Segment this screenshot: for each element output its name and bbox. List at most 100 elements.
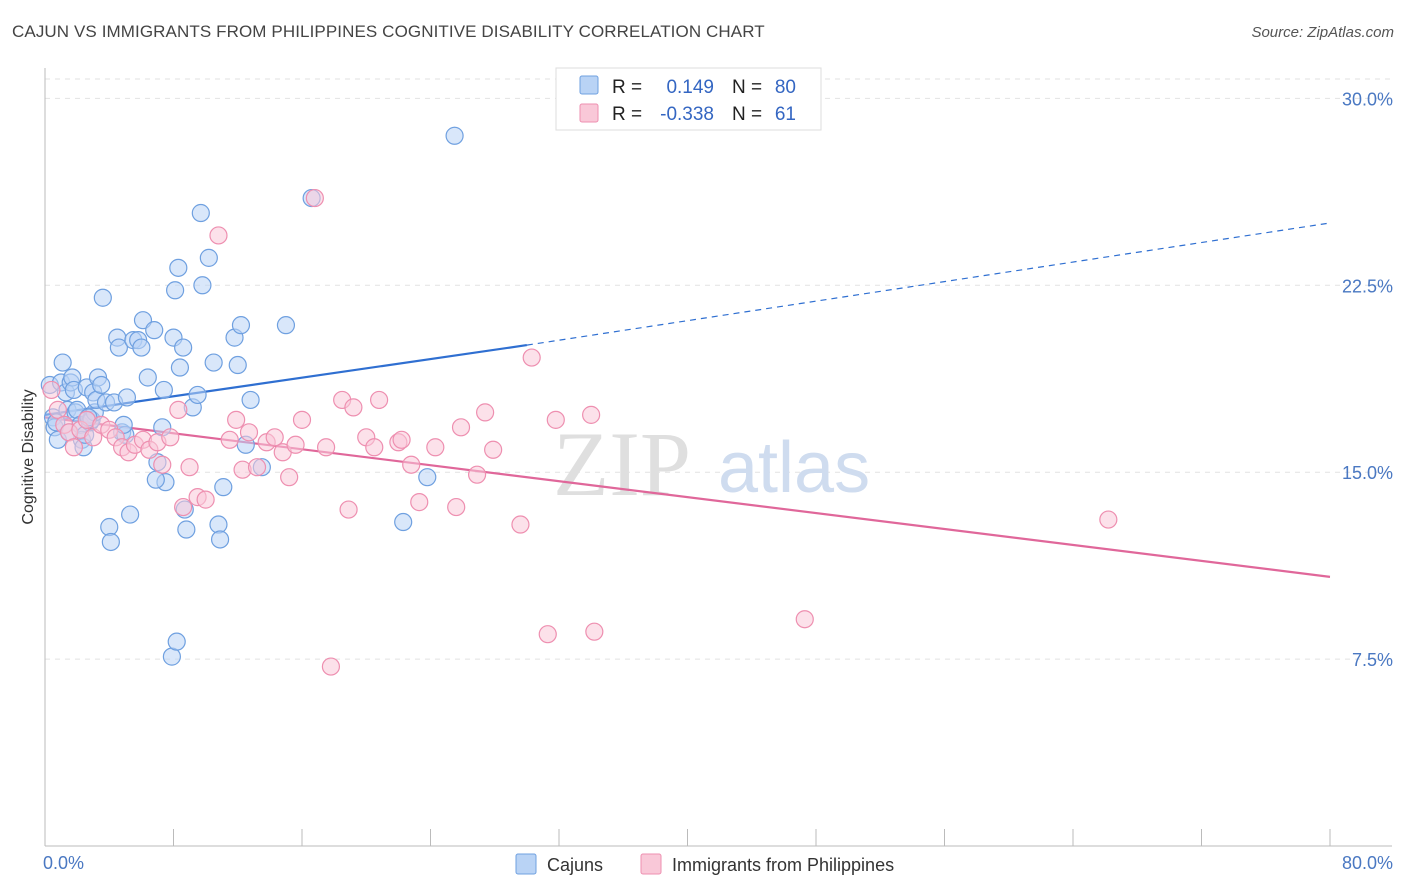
- tick-labels: 7.5% 15.0% 22.5% 30.0% 0.0% 80.0%: [43, 89, 1393, 873]
- data-point: [196, 490, 215, 509]
- data-point: [370, 390, 389, 410]
- data-point: [394, 512, 413, 532]
- data-point: [132, 338, 151, 357]
- y-tick-label: 15.0%: [1342, 463, 1393, 483]
- data-point: [795, 610, 814, 629]
- data-point: [546, 410, 565, 429]
- data-point: [522, 348, 541, 367]
- data-point: [467, 465, 487, 484]
- data-point: [93, 288, 112, 307]
- data-point: [64, 438, 84, 457]
- watermark: ZIP atlas: [553, 413, 870, 515]
- legend-box: [555, 67, 822, 131]
- bottom-legend-swatch-cajuns: [515, 853, 537, 875]
- data-point: [585, 622, 604, 641]
- data-point: [92, 375, 111, 395]
- data-point: [316, 438, 336, 457]
- axes: [44, 68, 1392, 847]
- data-point: [305, 188, 324, 208]
- data-point: [392, 430, 411, 449]
- bottom-legend-swatch-philippines: [640, 853, 662, 875]
- legend-r-label-2: R =: [612, 104, 642, 125]
- data-point: [280, 468, 299, 487]
- legend-r-value-1: 0.149: [666, 77, 714, 98]
- data-point: [410, 492, 429, 512]
- legend-r-label-1: R =: [612, 77, 642, 98]
- data-point: [169, 258, 188, 277]
- data-point: [484, 440, 503, 459]
- data-point: [276, 316, 296, 335]
- data-point: [53, 353, 72, 372]
- bottom-legend-label-philippines: Immigrants from Philippines: [672, 855, 894, 875]
- data-point: [167, 632, 186, 651]
- data-point: [511, 515, 530, 534]
- data-point: [321, 657, 341, 676]
- data-point: [214, 478, 233, 497]
- data-point: [451, 418, 471, 437]
- watermark-atlas: atlas: [718, 428, 870, 508]
- data-point: [169, 400, 188, 419]
- data-point: [227, 410, 246, 429]
- data-point: [174, 497, 193, 517]
- data-point: [365, 438, 384, 457]
- x-tick-label-max: 80.0%: [1342, 853, 1393, 873]
- data-point: [209, 515, 228, 534]
- data-point: [426, 438, 445, 457]
- data-point: [145, 321, 164, 340]
- data-point: [241, 390, 260, 410]
- series-philippines: [42, 188, 1118, 676]
- y-tick-label: 22.5%: [1342, 276, 1393, 296]
- legend-swatch-cajuns: [579, 75, 599, 95]
- legend-n-value-1: 80: [775, 77, 796, 98]
- data-point: [174, 338, 193, 357]
- legend-n-value-2: 61: [775, 104, 796, 125]
- data-point: [191, 203, 210, 223]
- data-point: [220, 430, 239, 449]
- data-point: [292, 410, 312, 429]
- data-point: [402, 455, 421, 474]
- data-points: [40, 126, 1118, 676]
- data-point: [161, 428, 180, 447]
- data-point: [210, 530, 230, 549]
- data-point: [286, 435, 305, 454]
- data-point: [339, 500, 358, 519]
- data-point: [209, 226, 228, 245]
- data-point: [538, 625, 557, 644]
- data-point: [138, 368, 157, 387]
- legend-n-label-1: N =: [732, 77, 762, 98]
- data-point: [247, 458, 267, 477]
- top-legend: R = 0.149 N = 80 R = -0.338 N = 61: [555, 67, 822, 131]
- y-tick-label: 30.0%: [1342, 89, 1393, 109]
- data-point: [445, 126, 464, 145]
- data-point: [109, 338, 128, 357]
- data-point: [188, 385, 207, 405]
- data-point: [231, 316, 251, 335]
- data-point: [146, 470, 165, 489]
- data-point: [1099, 510, 1118, 529]
- legend-n-label-2: N =: [732, 104, 762, 125]
- y-tick-label: 7.5%: [1352, 650, 1393, 670]
- data-point: [418, 468, 437, 487]
- chart-title: CAJUN VS IMMIGRANTS FROM PHILIPPINES COG…: [12, 22, 765, 41]
- data-point: [117, 388, 137, 407]
- bottom-legend-label-cajuns: Cajuns: [547, 855, 603, 875]
- series-cajuns: [40, 126, 464, 666]
- data-point: [582, 405, 601, 424]
- legend-r-value-2: -0.338: [660, 104, 714, 125]
- source-label: Source: ZipAtlas.com: [1251, 24, 1394, 41]
- data-point: [180, 458, 199, 477]
- data-point: [166, 281, 185, 300]
- data-point: [177, 520, 196, 539]
- gridlines: [45, 78, 1392, 660]
- data-point: [199, 248, 218, 267]
- data-point: [170, 358, 190, 377]
- trend-lines: [44, 222, 1331, 578]
- data-point: [204, 353, 223, 372]
- trend-line-extension-cajuns: [526, 222, 1331, 346]
- data-point: [447, 497, 466, 517]
- data-point: [121, 505, 140, 524]
- data-point: [193, 276, 212, 295]
- legend-swatch-philippines: [579, 103, 599, 123]
- x-tick-label-min: 0.0%: [43, 853, 84, 873]
